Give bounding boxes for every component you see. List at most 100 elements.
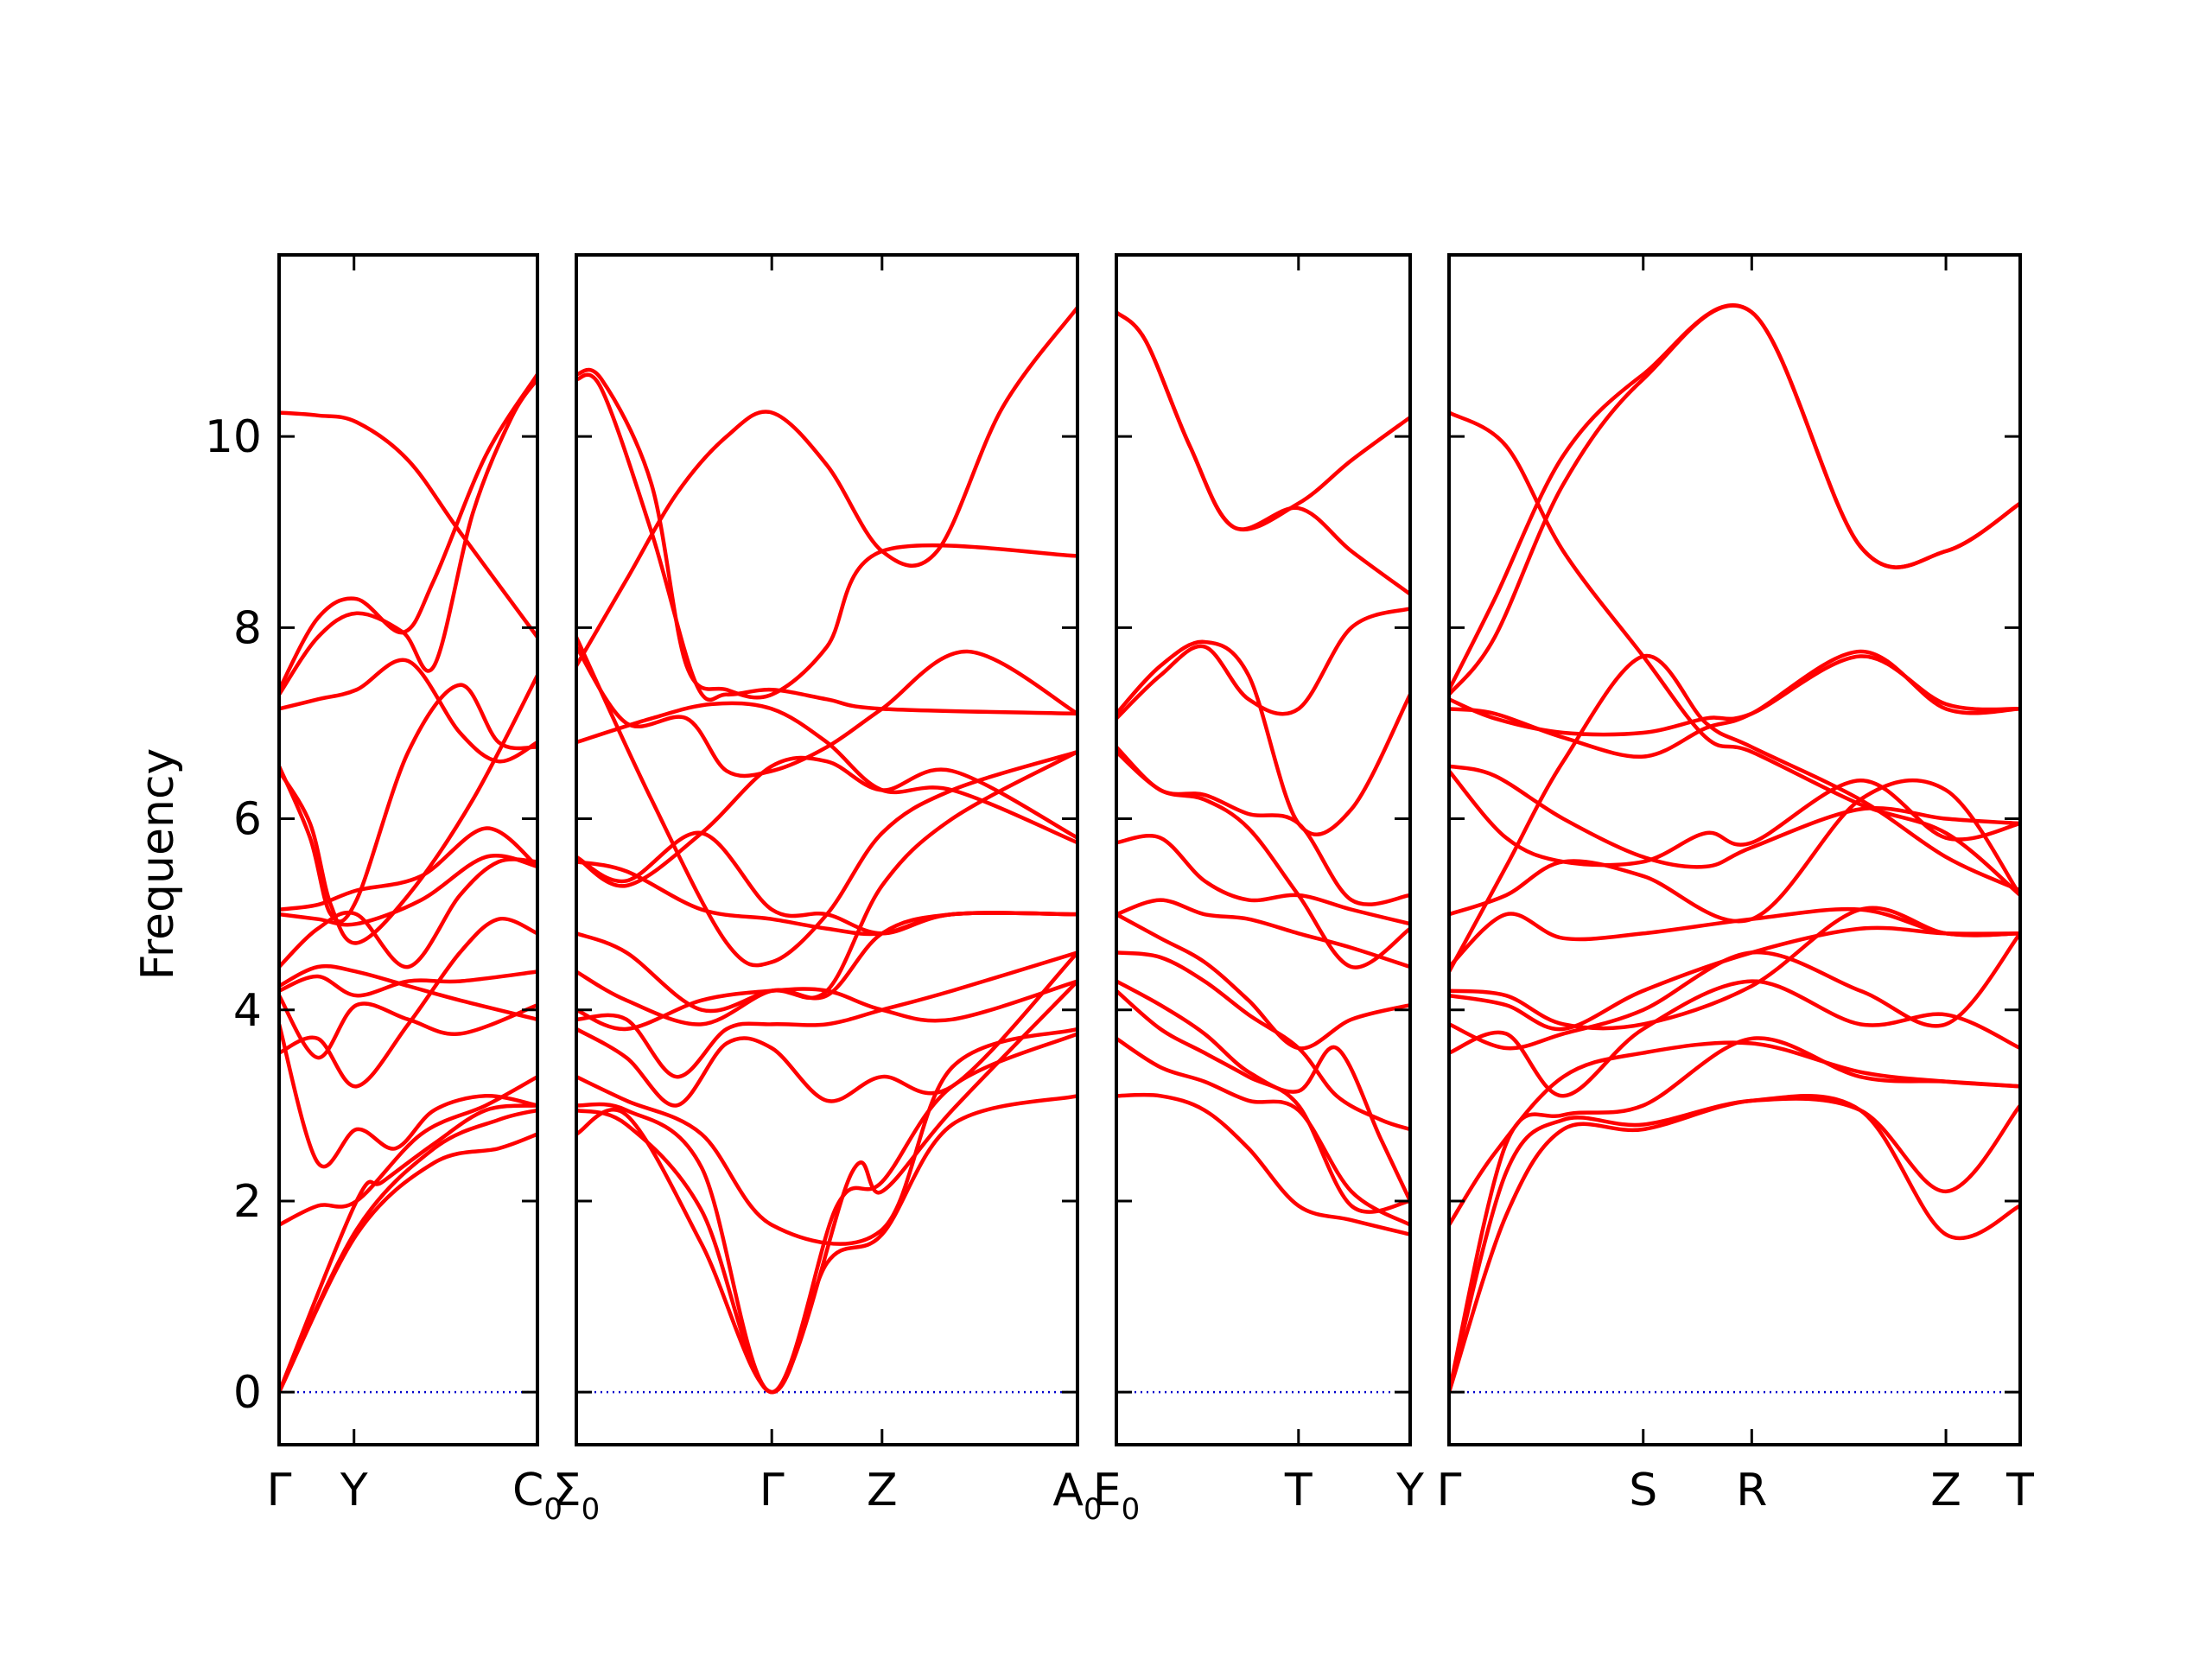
y-tick-label: 4 (233, 985, 262, 1037)
band-group (576, 305, 1077, 1395)
band-line-1 (1449, 1094, 2020, 1395)
band-line-4 (279, 1074, 537, 1227)
band-line-4 (1116, 979, 1410, 1204)
kpoint-name: Z (1930, 1465, 1961, 1516)
kpoint-name: Σ (553, 1465, 582, 1516)
band-line-14 (576, 645, 1077, 779)
kpoint-label: Γ (760, 1465, 785, 1516)
band-line-14 (1449, 654, 2020, 737)
band-line-9 (279, 963, 537, 1022)
band-line-10 (1449, 779, 2020, 924)
band-line-17 (279, 372, 537, 692)
band-line-6 (1116, 912, 1410, 1051)
kpoint-label: S (1629, 1465, 1657, 1516)
band-line-5 (279, 1022, 537, 1168)
kpoint-label: Γ (267, 1465, 292, 1516)
y-tick-label: 10 (205, 411, 262, 463)
kpoint-name: E (1093, 1465, 1122, 1516)
band-line-14 (1116, 310, 1410, 596)
kpoint-label: C0 (512, 1465, 563, 1527)
band-line-11 (279, 854, 537, 927)
band-line-2 (279, 1108, 537, 1395)
band-line-5 (1449, 979, 2020, 1098)
band-line-2 (1449, 1096, 2020, 1395)
band-line-16 (576, 372, 1077, 716)
kpoint-label: Z (867, 1465, 898, 1516)
y-tick-label: 0 (233, 1367, 262, 1419)
kpoint-label: T (1284, 1465, 1313, 1516)
band-line-11 (576, 830, 1077, 936)
panel-frame (1447, 253, 2022, 1446)
kpoint-name: A (1052, 1465, 1084, 1516)
band-line-2 (576, 1032, 1077, 1395)
band-line-12 (1116, 606, 1410, 721)
band-line-13 (1116, 310, 1410, 532)
kpoint-name: Y (340, 1465, 368, 1516)
band-line-15 (279, 658, 537, 764)
kpoint-label: R (1736, 1465, 1767, 1516)
band-line-1 (1116, 1092, 1410, 1236)
band-line-16 (279, 377, 537, 697)
band-line-18 (279, 410, 537, 639)
kpoint-subscript: 0 (1122, 1492, 1141, 1527)
kpoint-name: Γ (760, 1465, 785, 1516)
kpoint-label: Γ (1437, 1465, 1462, 1516)
band-group (1116, 310, 1410, 1236)
band-line-16 (1449, 410, 2020, 898)
band-line-9 (576, 749, 1077, 1014)
band-group (1449, 303, 2020, 1395)
band-line-10 (1116, 745, 1410, 906)
y-tick-label: 8 (233, 602, 262, 654)
kpoint-name: C (512, 1465, 543, 1516)
kpoint-label: Σ0 (553, 1465, 601, 1527)
band-line-14 (279, 683, 537, 924)
kpoint-name: S (1629, 1465, 1657, 1516)
kpoint-label: T (2005, 1465, 2034, 1516)
kpoint-label: Z (1930, 1465, 1961, 1516)
kpoint-subscript: 0 (1084, 1492, 1103, 1527)
band-line-7 (279, 993, 537, 1060)
band-line-15 (576, 635, 1077, 968)
band-line-7 (1116, 898, 1410, 969)
kpoint-name: Y (1395, 1465, 1424, 1516)
kpoint-label: E0 (1093, 1465, 1141, 1527)
band-line-4 (1449, 1040, 2020, 1227)
band-line-18 (576, 305, 1077, 668)
kpoint-name: Γ (1437, 1465, 1462, 1516)
band-line-10 (279, 857, 537, 969)
band-line-7 (576, 979, 1077, 1032)
panel-2: Σ0 Γ Z A0 (553, 253, 1103, 1527)
band-line-5 (576, 950, 1077, 1108)
band-line-15 (1449, 653, 2020, 974)
kpoint-subscript: 0 (582, 1492, 601, 1527)
band-line-8 (1116, 834, 1410, 926)
band-line-3 (1116, 988, 1410, 1214)
kpoint-name: R (1736, 1465, 1767, 1516)
band-line-6 (1449, 931, 2020, 1051)
band-group (279, 372, 537, 1395)
band-line-6 (576, 950, 1077, 1079)
band-line-8 (279, 969, 537, 998)
kpoint-name: Γ (267, 1465, 292, 1516)
kpoint-name: T (2005, 1465, 2034, 1516)
band-line-6 (279, 916, 537, 1089)
kpoint-name: Z (867, 1465, 898, 1516)
panel-frame (1115, 253, 1412, 1446)
y-tick-label: 2 (233, 1176, 262, 1228)
band-line-3 (279, 1103, 537, 1395)
panel-frame (277, 253, 539, 1446)
kpoint-label: A0 (1052, 1465, 1102, 1527)
band-line-12 (576, 755, 1077, 888)
band-line-4 (576, 1027, 1077, 1246)
band-line-1 (279, 1132, 537, 1395)
y-tick-label: 6 (233, 794, 262, 846)
band-line-2 (1116, 1036, 1410, 1227)
panel-frame (575, 253, 1079, 1446)
band-line-18 (1449, 303, 2020, 692)
band-line-12 (279, 826, 537, 912)
band-line-11 (1116, 639, 1410, 836)
kpoint-label: Y (340, 1465, 368, 1516)
kpoint-name: T (1284, 1465, 1313, 1516)
